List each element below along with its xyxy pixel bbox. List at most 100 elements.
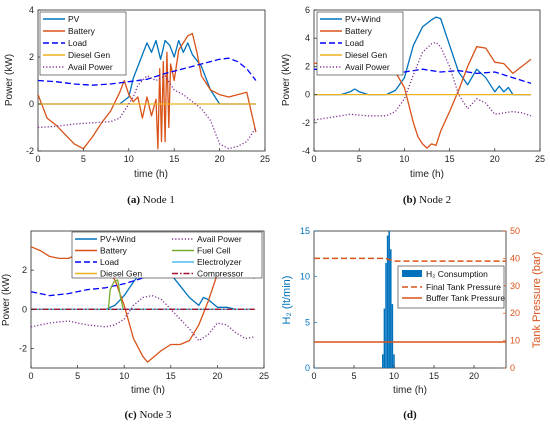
panel-c-series-battery <box>31 246 255 363</box>
panel-b-legend: PV+Wind Battery Load Diesel Gen Avail Power <box>316 11 404 76</box>
panel-c-caption-text: Node 3 <box>139 409 172 421</box>
panel-c-legend-label-battery: Battery <box>100 246 128 256</box>
panel-c-ytick-label: 2 <box>22 265 27 275</box>
panel-d: 0 5 10 15 20 0 5 10 15 0 10 20 30 40 50 H₂ (lt/min) Ta… <box>281 226 543 421</box>
panel-a-xtick-label: 25 <box>260 154 270 164</box>
panel-d-bar <box>388 231 390 368</box>
panel-b-series-avail-power <box>314 41 532 121</box>
panel-d-bar <box>391 304 394 368</box>
panel-d-ytick-left-label: 0 <box>305 363 310 373</box>
panel-c-legend-box <box>71 231 263 279</box>
panel-c-xtick-label: 15 <box>166 371 176 381</box>
panel-a-xtick-label: 0 <box>35 154 40 164</box>
panel-d-ylabel-left: H₂ (lt/min) <box>281 276 293 325</box>
panel-c-series-fuel-cell <box>31 279 255 310</box>
panel-a-ytick-label: 2 <box>29 52 34 62</box>
panel-d-legend-label-buffer-tank-pressure: Buffer Tank Pressure <box>426 293 505 303</box>
panel-d-ytick-right-label: 10 <box>510 336 520 346</box>
panel-b-ytick-label: 0 <box>305 90 310 100</box>
panel-b: 0 5 10 15 20 25 -4 -2 0 2 4 6 Power (kW) time (h) P… <box>281 5 545 206</box>
panel-a-caption-text: Node 1 <box>143 194 175 206</box>
panel-b-xlabel: time (h) <box>410 169 444 180</box>
panel-b-ytick-label: 6 <box>305 5 310 15</box>
panel-d-caption: (d) <box>403 409 417 421</box>
panel-c-ytick-label: 0 <box>22 304 27 314</box>
panel-c-legend-label-avail-power: Avail Power <box>197 234 242 244</box>
panel-d-xtick-label: 20 <box>469 371 479 381</box>
panel-c-axes: 0 5 10 15 20 25 -2 0 2 <box>19 265 269 381</box>
panel-b-series-pv-wind <box>314 16 531 96</box>
panel-d-ytick-right-label: 0 <box>510 363 515 373</box>
panel-a-ytick-label: 0 <box>29 99 34 109</box>
panel-a-series-pv <box>38 39 256 105</box>
panel-d-ytick-left-label: 10 <box>300 272 310 282</box>
panel-d-series-group <box>314 231 506 368</box>
panel-c: 0 5 10 15 20 25 -2 0 2 Power (kW) time (h) PV+Wi… <box>1 230 269 421</box>
panel-a-caption: (a) Node 1 <box>127 194 175 206</box>
panel-d-series-final-tank-pressure <box>314 257 506 262</box>
panel-d-legend: H₂ Consumption Final Tank PressureBuffer … <box>397 265 505 309</box>
panel-d-bar <box>385 262 387 368</box>
panel-b-legend-label-diesel-gen: Diesel Gen <box>345 50 387 60</box>
panel-d-xtick-label: 10 <box>389 371 399 381</box>
panel-a-xtick-label: 10 <box>124 154 134 164</box>
panel-a-legend-label-pv: PV <box>68 14 80 24</box>
panel-d-xtick-label: 5 <box>351 371 356 381</box>
panel-c-legend-label-diesel-gen: Diesel Gen <box>100 269 142 279</box>
panel-c-legend-label-fuel-cell: Fuel Cell <box>197 246 231 256</box>
panel-d-xtick-label: 0 <box>311 371 316 381</box>
panel-b-xtick-label: 20 <box>490 154 500 164</box>
panel-c-caption-label: (c) <box>124 409 137 421</box>
panel-c-legend-label-electrolyzer: Electrolyzer <box>197 257 242 267</box>
panel-d-bar <box>386 235 389 368</box>
panel-c-xtick-label: 10 <box>119 371 129 381</box>
panel-a-legend: PV Battery Load Diesel Gen Avail Power <box>39 11 127 76</box>
panel-a-xtick-label: 5 <box>81 154 86 164</box>
panel-b-legend-label-pv-wind: PV+Wind <box>345 14 381 24</box>
panel-a-legend-label-diesel-gen: Diesel Gen <box>68 50 110 60</box>
panel-d-ylabel-right: Tank Pressure (bar) <box>531 252 543 349</box>
panel-c-xtick-label: 20 <box>212 371 222 381</box>
panel-a-series-group <box>38 32 257 150</box>
panel-a-caption-label: (a) <box>127 194 140 206</box>
panel-d-xtick-label: 15 <box>429 371 439 381</box>
panel-d-ytick-right-label: 50 <box>510 226 520 236</box>
panel-a-xtick-label: 20 <box>215 154 225 164</box>
panel-d-bar <box>393 354 395 368</box>
panel-d-legend-label-final-tank-pressure: Final Tank Pressure <box>426 282 501 292</box>
panel-b-caption-label: (b) <box>403 194 417 206</box>
panel-b-xtick-label: 25 <box>535 154 545 164</box>
panel-b-caption: (b) Node 2 <box>403 194 451 206</box>
panel-c-legend-label-compressor: Compressor <box>197 269 243 279</box>
panel-b-legend-label-avail-power: Avail Power <box>345 62 390 72</box>
panel-c-legend-label-pv-wind: PV+Wind <box>100 234 136 244</box>
panel-c-series-avail-power <box>31 294 255 342</box>
panel-b-xtick-label: 5 <box>357 154 362 164</box>
panel-a-ylabel: Power (kW) <box>4 54 15 106</box>
panel-c-legend-label-load: Load <box>100 257 119 267</box>
panel-a-legend-label-load: Load <box>68 38 87 48</box>
panel-d-bar <box>382 354 384 368</box>
panel-a-legend-label-battery: Battery <box>68 26 96 36</box>
panel-d-bar <box>383 308 386 368</box>
panel-d-ytick-left-label: 5 <box>305 317 310 327</box>
panel-d-xlabel: time (h) <box>393 385 427 396</box>
panel-b-legend-label-load: Load <box>345 38 364 48</box>
panel-b-caption-text: Node 2 <box>419 194 451 206</box>
panel-b-ytick-label: -2 <box>302 118 310 128</box>
panel-b-legend-label-battery: Battery <box>345 26 373 36</box>
panel-d-legend-label-h2-consumption: H₂ Consumption <box>426 269 488 279</box>
panel-b-ytick-label: -4 <box>302 146 310 156</box>
panel-a-xlabel: time (h) <box>134 169 168 180</box>
panel-a-ytick-label: -2 <box>26 146 34 156</box>
panel-d-ytick-right-label: 30 <box>510 281 520 291</box>
panel-d-ytick-left-label: 15 <box>300 226 310 236</box>
panel-a-legend-label-avail-power: Avail Power <box>68 62 113 72</box>
panel-a-series-battery <box>38 32 257 150</box>
panel-d-bar <box>390 249 392 368</box>
panel-b-ytick-label: 2 <box>305 61 310 71</box>
panel-c-caption: (c) Node 3 <box>124 409 172 421</box>
